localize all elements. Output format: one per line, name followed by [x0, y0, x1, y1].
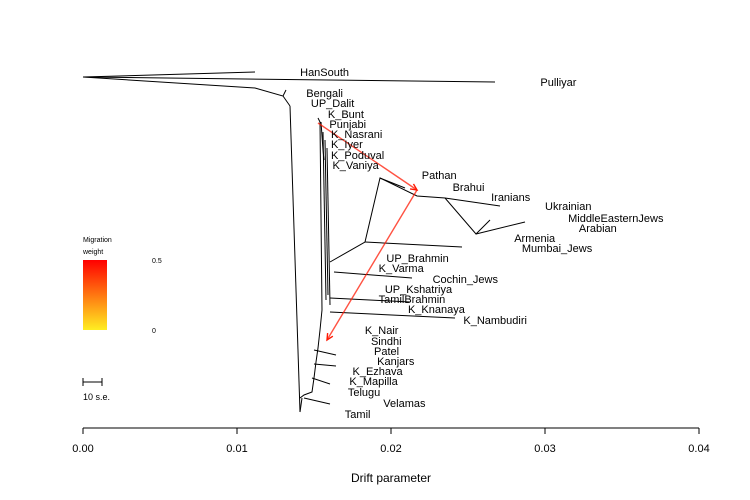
leaf-label-iranians: Iranians	[491, 192, 531, 204]
migration-edge-0	[317, 122, 418, 191]
leaf-label-hansouth: HanSouth	[300, 67, 349, 79]
leaf-label-patel: Patel	[374, 346, 399, 358]
legend-title-line2: weight	[82, 249, 103, 256]
leaf-label-k-vaniya: K_Vaniya	[332, 160, 379, 172]
leaf-label-velamas: Velamas	[383, 398, 426, 410]
leaf-label-k-varma: K_Varma	[379, 263, 425, 275]
legend-max-label: 0.5	[152, 258, 162, 265]
leaf-label-k-ezhava: K_Ezhava	[353, 366, 404, 378]
leaf-label-arabian: Arabian	[579, 223, 617, 235]
leaf-label-k-knanaya: K_Knanaya	[408, 304, 466, 316]
tree-branches	[82, 71, 526, 413]
leaf-label-pulliyar: Pulliyar	[540, 77, 576, 89]
leaf-label-sindhi: Sindhi	[371, 336, 402, 348]
leaf-label-k-bunt: K_Bunt	[328, 109, 364, 121]
leaf-label-up-kshatriya: UP_Kshatriya	[385, 284, 453, 296]
leaf-label-middleeasternjews: MiddleEasternJews	[568, 213, 664, 225]
leaf-label-up-brahmin: UP_Brahmin	[386, 253, 448, 265]
scale-bar-label: 10 s.e.	[83, 392, 110, 402]
migration-arrowhead-1	[326, 332, 334, 342]
leaf-label-k-mapilla: K_Mapilla	[349, 376, 398, 388]
x-tick-label-3: 0.03	[534, 443, 555, 455]
legend-min-label: 0	[152, 328, 156, 335]
leaf-label-cochin-jews: Cochin_Jews	[433, 274, 499, 286]
x-axis: 0.00 0.01 0.02 0.03 0.04	[72, 427, 710, 455]
leaf-label-k-nambudiri: K_Nambudiri	[463, 315, 527, 327]
leaf-label-kanjars: Kanjars	[377, 356, 415, 368]
leaf-label-telugu: Telugu	[348, 387, 380, 399]
leaf-label-pathan: Pathan	[422, 170, 457, 182]
leaf-label-k-nair: K_Nair	[365, 325, 399, 337]
leaf-label-k-poduval: K_Poduval	[331, 150, 384, 162]
leaf-label-ukrainian: Ukrainian	[545, 201, 591, 213]
migration-legend: Migration weight 0.5 0	[82, 237, 162, 335]
leaf-labels: HanSouth Pulliyar BengaliUP_DalitK_BuntPun…	[300, 67, 664, 421]
x-tick-label-4: 0.04	[688, 443, 709, 455]
leaf-label-k-iyer: K_Iyer	[331, 139, 363, 151]
x-tick-label-1: 0.01	[226, 443, 247, 455]
leaf-label-punjabi: Punjabi	[329, 119, 366, 131]
leaf-label-mumbai-jews: Mumbai_Jews	[522, 243, 593, 255]
leaf-label-tamilbrahmin: TamilBrahmin	[379, 294, 446, 306]
x-tick-label-2: 0.02	[380, 443, 401, 455]
leaf-label-up-dalit: UP_Dalit	[311, 98, 354, 110]
leaf-label-brahui: Brahui	[453, 182, 485, 194]
migration-edge-1	[326, 189, 418, 341]
leaf-label-k-nasrani: K_Nasrani	[331, 129, 382, 141]
x-axis-title: Drift parameter	[351, 471, 431, 485]
leaf-label-armenia: Armenia	[514, 233, 556, 245]
scale-bar	[82, 378, 103, 386]
legend-title-line1: Migration	[83, 237, 112, 244]
migration-edges	[317, 122, 419, 342]
legend-gradient-bar	[83, 260, 107, 330]
leaf-label-tamil: Tamil	[345, 409, 371, 421]
x-tick-label-0: 0.00	[72, 443, 93, 455]
leaf-label-bengali: Bengali	[306, 88, 343, 100]
